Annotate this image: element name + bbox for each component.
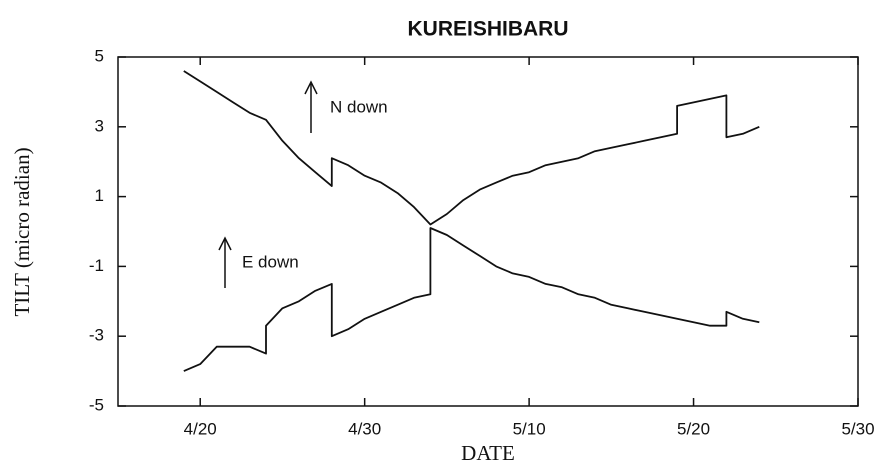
annotation: N down [330, 97, 388, 116]
annotation: E down [242, 252, 299, 271]
line [183, 70, 760, 226]
y-tick-label: -3 [89, 326, 104, 345]
x-axis-label: DATE [461, 441, 515, 465]
line [183, 227, 760, 372]
y-tick-label: 3 [95, 116, 104, 135]
y-tick-label: 1 [95, 186, 104, 205]
x-tick-label: 5/20 [677, 419, 710, 438]
arrow-head [218, 236, 232, 251]
x-tick-label: 4/30 [348, 419, 381, 438]
arrow-head [304, 80, 318, 95]
y-axis-label: TILT (micro radian) [10, 147, 34, 316]
x-tick-label: 5/30 [841, 419, 874, 438]
y-tick-label: -5 [89, 395, 104, 414]
y-tick-label: 5 [95, 46, 104, 65]
x-tick-label: 5/10 [513, 419, 546, 438]
x-tick-label: 4/20 [184, 419, 217, 438]
y-tick-label: -1 [89, 256, 104, 275]
chart-title: KUREISHIBARU [407, 18, 568, 41]
plot-frame [117, 56, 859, 407]
